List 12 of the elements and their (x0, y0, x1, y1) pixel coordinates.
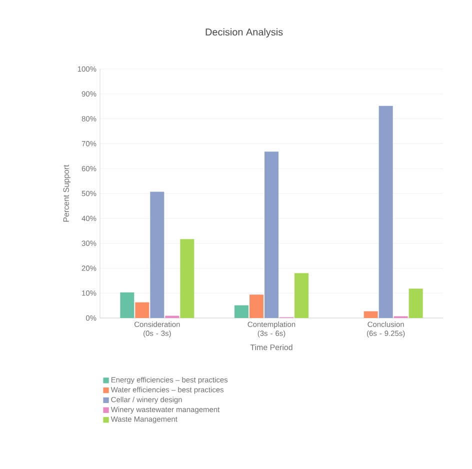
bar (180, 239, 194, 318)
bar (250, 294, 264, 318)
chart-title: Decision Analysis (206, 28, 283, 38)
bar (150, 192, 164, 318)
bar (120, 292, 134, 318)
bar (378, 106, 393, 318)
bar (408, 288, 423, 318)
bar (135, 302, 150, 318)
bar (264, 152, 278, 318)
bar (234, 305, 248, 318)
bar (364, 311, 378, 318)
bar (294, 273, 308, 318)
